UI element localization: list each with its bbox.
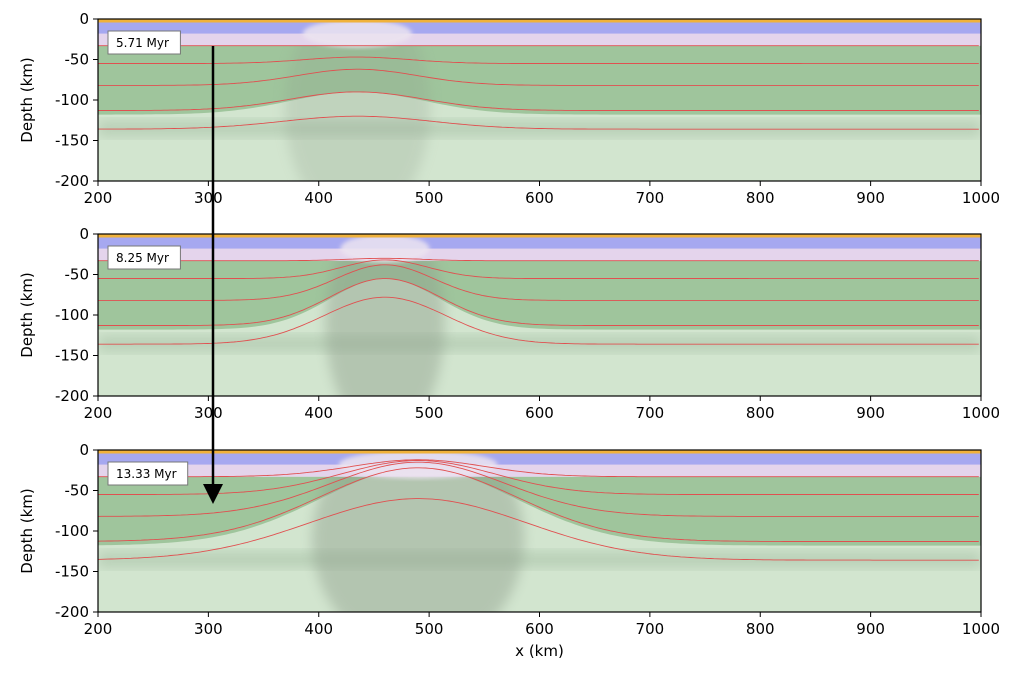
isotherm-line	[98, 296, 979, 345]
panel-3-y-ticks: 0 -50 -100 -150 -200	[55, 441, 98, 621]
x-tick-label: 400	[304, 404, 333, 422]
x-tick-label: 600	[525, 404, 554, 422]
y-tick-label: -100	[55, 522, 89, 540]
panel-3-time-box: 13.33 Myr	[107, 461, 189, 486]
x-tick-label: 1000	[962, 620, 1000, 638]
y-tick-label: -150	[55, 347, 89, 365]
y-tick-label: -200	[55, 172, 89, 190]
x-tick-label: 200	[84, 189, 113, 207]
isotherm-line	[98, 115, 979, 130]
thermal-shading	[98, 551, 981, 568]
rift-zone	[338, 450, 498, 479]
panel-1-x-ticks: 200 300 400 500 600 700 800 900 1000	[84, 181, 1000, 207]
y-tick-label: -50	[65, 51, 90, 69]
panel-1-time-box: 5.71 Myr	[107, 30, 181, 55]
panel-1-time-label: 5.71 Myr	[116, 36, 169, 50]
panel-3-x-axis-label: x (km)	[515, 642, 564, 660]
isotherm-line	[98, 259, 979, 280]
panel-3: 200 300 400 500 600 700 800 900 1000 0 -50 -100 -15…	[18, 441, 1000, 660]
isotherm-line	[98, 91, 979, 111]
x-tick-label: 300	[194, 620, 223, 638]
isotherm-line	[98, 461, 979, 517]
y-tick-label: -50	[65, 482, 90, 500]
panel-2-x-ticks: 200 300 400 500 600 700 800 900 1000	[84, 396, 1000, 422]
x-tick-label: 600	[525, 189, 554, 207]
y-tick-label: 0	[79, 441, 89, 459]
panel-2-y-ticks: 0 -50 -100 -150 -200	[55, 225, 98, 405]
y-tick-label: -50	[65, 266, 90, 284]
x-tick-label: 700	[636, 404, 665, 422]
mantle-upwelling	[325, 234, 445, 396]
y-tick-label: 0	[79, 225, 89, 243]
x-tick-label: 700	[636, 620, 665, 638]
x-tick-label: 600	[525, 620, 554, 638]
isotherm-line	[98, 460, 979, 495]
isotherm-line	[98, 467, 979, 542]
x-tick-label: 800	[746, 189, 775, 207]
lithospheric-mantle-layer	[98, 467, 981, 546]
panel-3-time-label: 13.33 Myr	[116, 467, 177, 481]
x-tick-label: 200	[84, 620, 113, 638]
x-tick-label: 500	[415, 189, 444, 207]
y-tick-label: -100	[55, 91, 89, 109]
y-tick-label: -100	[55, 306, 89, 324]
sediment-layer	[98, 19, 981, 23]
isotherm-line	[98, 264, 979, 301]
x-tick-label: 400	[304, 620, 333, 638]
y-tick-label: 0	[79, 10, 89, 28]
thermal-shading	[98, 335, 981, 352]
panel-3-y-axis-label: Depth (km)	[18, 488, 36, 573]
x-tick-label: 500	[415, 620, 444, 638]
sediment-layer	[98, 234, 981, 238]
isotherm-line	[98, 459, 979, 478]
y-tick-label: -200	[55, 603, 89, 621]
x-tick-label: 1000	[962, 404, 1000, 422]
isotherm-line	[98, 56, 979, 65]
upper-crust-layer	[98, 22, 981, 34]
panel-1-plot-area	[98, 19, 981, 181]
panel-1: 200 300 400 500 600 700 800 900 1000 0 -50 -100 -15…	[18, 10, 1000, 207]
isotherm-line	[98, 68, 979, 86]
isotherm-line	[98, 257, 979, 262]
x-tick-label: 900	[856, 620, 885, 638]
y-tick-label: -150	[55, 132, 89, 150]
upper-crust-layer	[98, 237, 981, 249]
mantle-upwelling	[312, 450, 525, 612]
mantle-upwelling	[284, 19, 431, 181]
x-tick-label: 300	[194, 404, 223, 422]
lithospheric-mantle-layer	[98, 45, 981, 115]
y-tick-label: -150	[55, 563, 89, 581]
x-tick-label: 700	[636, 189, 665, 207]
panel-1-y-axis-label: Depth (km)	[18, 57, 36, 142]
upper-crust-layer	[98, 453, 981, 465]
panel-2-plot-area	[98, 234, 981, 396]
x-tick-label: 800	[746, 620, 775, 638]
x-tick-label: 1000	[962, 189, 1000, 207]
x-tick-label: 900	[856, 189, 885, 207]
panel-2-y-axis-label: Depth (km)	[18, 272, 36, 357]
x-tick-label: 200	[84, 404, 113, 422]
x-tick-label: 500	[415, 404, 444, 422]
panel-2-time-box: 8.25 Myr	[107, 245, 181, 270]
x-tick-label: 400	[304, 189, 333, 207]
lithospheric-mantle-layer	[98, 260, 981, 330]
x-tick-label: 900	[856, 404, 885, 422]
panel-2-time-label: 8.25 Myr	[116, 251, 169, 265]
panel-2: 200 300 400 500 600 700 800 900 1000 0 -50 -100 -15…	[18, 225, 1000, 422]
panel-3-x-ticks: 200 300 400 500 600 700 800 900 1000	[84, 612, 1000, 638]
isotherm-line	[98, 278, 979, 326]
isotherm-line	[98, 498, 979, 561]
panel-1-y-ticks: 0 -50 -100 -150 -200	[55, 10, 98, 190]
panel-3-plot-area	[98, 450, 981, 612]
x-tick-label: 800	[746, 404, 775, 422]
x-tick-label: 300	[194, 189, 223, 207]
rift-zone	[340, 234, 430, 263]
y-tick-label: -200	[55, 387, 89, 405]
sediment-layer	[98, 450, 981, 454]
rift-zone	[302, 19, 413, 48]
